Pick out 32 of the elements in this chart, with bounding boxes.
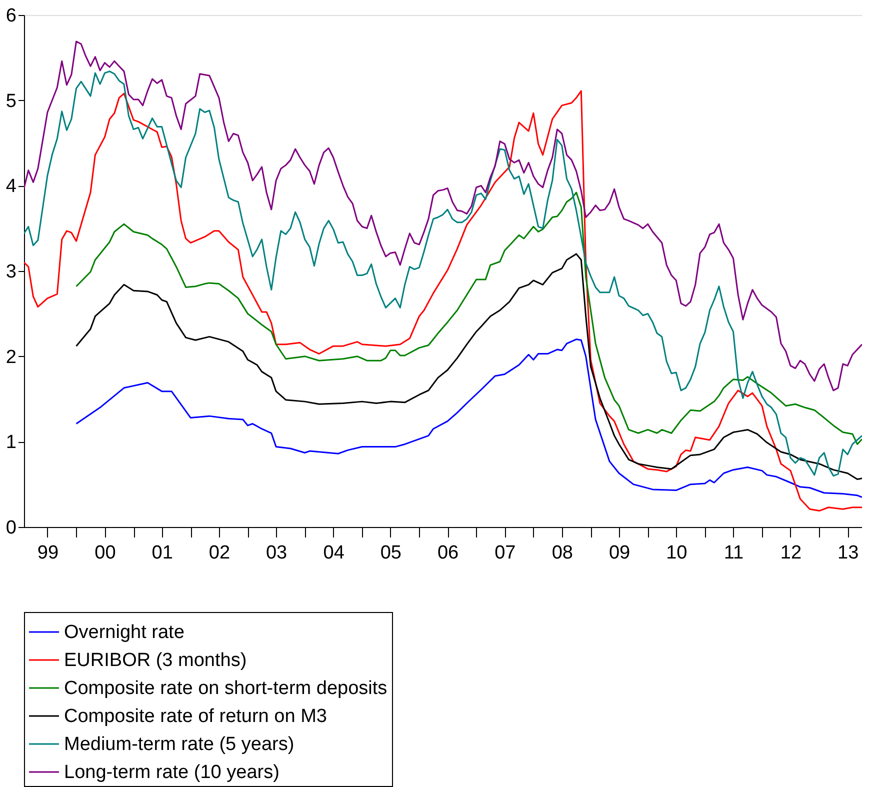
x-tick-label: 10 [666, 542, 688, 564]
line-series [76, 338, 862, 498]
legend-label: EURIBOR (3 months) [64, 650, 247, 671]
x-tick-label: 05 [380, 542, 402, 564]
x-tick-label: 06 [437, 542, 459, 564]
y-tick-label: 6 [6, 6, 16, 26]
line-series [76, 192, 862, 445]
legend-label: Long-term rate (10 years) [64, 762, 280, 783]
legend-label: Composite rate on short-term deposits [64, 678, 388, 699]
x-tick-label: 12 [780, 542, 802, 564]
legend-label: Medium-term rate (5 years) [64, 734, 294, 755]
x-tick-label: 08 [552, 542, 573, 564]
x-tick-label: 03 [266, 542, 288, 564]
y-tick-label: 3 [6, 262, 16, 282]
x-tick-label: 99 [37, 542, 59, 564]
y-tick-label: 1 [6, 432, 16, 454]
x-tick-label: 09 [608, 542, 630, 564]
x-tick-label: 04 [323, 542, 345, 564]
x-tick-label: 02 [208, 542, 230, 564]
legend-label: Composite rate of return on M3 [64, 706, 327, 727]
y-tick-label: 4 [6, 176, 17, 198]
x-tick-label: 07 [494, 542, 516, 564]
x-tick-label: 11 [724, 542, 744, 564]
y-tick-label: 2 [6, 346, 16, 368]
y-tick-label: 5 [6, 90, 16, 112]
legend-label: Overnight rate [64, 622, 184, 643]
line-series [24, 40, 862, 392]
x-tick-label: 13 [838, 542, 859, 564]
line-series [76, 253, 862, 480]
x-tick-label: 00 [94, 542, 116, 564]
y-tick-label: 0 [6, 518, 16, 538]
x-tick-label: 01 [152, 542, 173, 564]
